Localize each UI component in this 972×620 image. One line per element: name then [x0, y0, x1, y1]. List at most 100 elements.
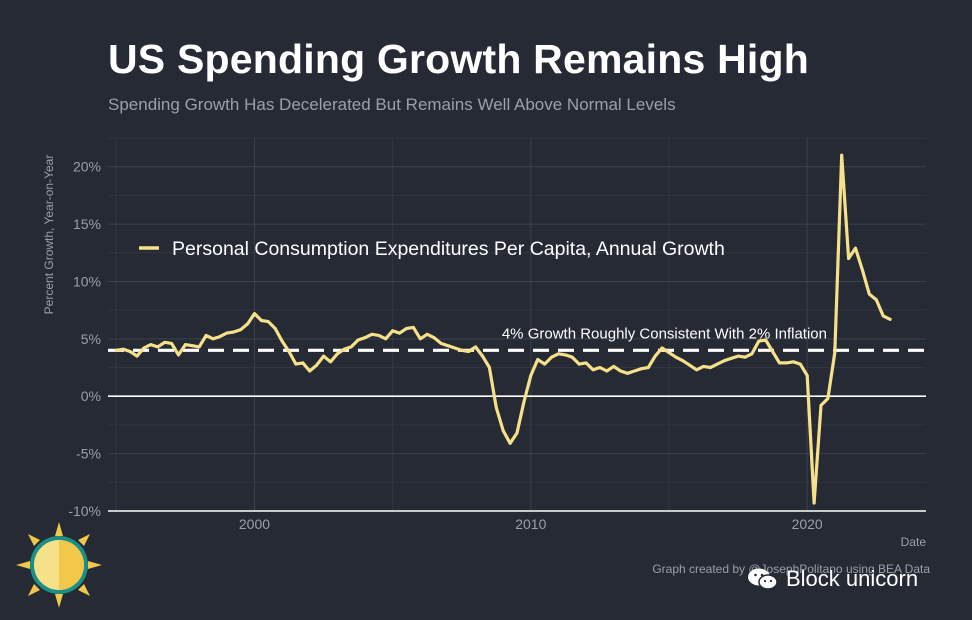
data-point — [218, 335, 222, 338]
data-point — [418, 337, 422, 341]
y-tick-label: 0% — [81, 388, 101, 404]
data-point — [453, 346, 457, 350]
data-points — [114, 153, 892, 505]
data-point — [861, 268, 864, 272]
data-point — [633, 369, 636, 373]
data-point — [190, 344, 194, 348]
source-credit: Graph created by @JosephPolitano using B… — [652, 562, 930, 576]
x-axis-ticks: 2000 2010 2020 — [239, 516, 823, 532]
data-point — [667, 351, 671, 354]
x-tick-label: 2020 — [792, 516, 823, 532]
data-point — [674, 355, 678, 359]
data-point — [114, 348, 118, 352]
legend-label: Personal Consumption Expenditures Per Ca… — [172, 238, 725, 260]
data-point — [771, 350, 774, 353]
y-tick-label: 10% — [73, 273, 101, 289]
data-point — [543, 362, 546, 366]
data-point — [356, 338, 360, 342]
data-point — [653, 354, 657, 358]
data-point — [557, 352, 560, 356]
data-point — [840, 153, 844, 157]
data-point — [888, 317, 892, 321]
data-point — [729, 357, 733, 360]
data-point — [322, 354, 325, 358]
data-point — [170, 342, 174, 345]
data-point — [867, 292, 871, 296]
data-point — [349, 345, 353, 349]
data-point — [121, 347, 125, 351]
data-point — [529, 374, 533, 377]
wechat-icon — [748, 568, 778, 590]
data-point — [812, 501, 816, 505]
data-point — [301, 361, 305, 365]
data-point — [204, 334, 208, 337]
data-point — [515, 431, 519, 435]
data-point — [612, 365, 616, 368]
data-point — [778, 361, 781, 365]
watermark-text: Block unicorn — [786, 566, 919, 591]
data-point — [584, 361, 588, 365]
data-point — [494, 406, 498, 410]
data-point — [128, 350, 132, 353]
data-point — [619, 369, 622, 373]
data-point — [156, 345, 160, 349]
data-point — [681, 359, 685, 363]
data-point — [874, 298, 878, 302]
data-point — [501, 429, 505, 433]
data-point — [716, 362, 719, 366]
data-point — [197, 345, 201, 349]
y-axis-label: Percent Growth, Year-on-Year — [42, 155, 56, 315]
data-point — [598, 366, 602, 369]
data-point — [260, 319, 263, 322]
data-point — [522, 400, 526, 404]
data-point — [591, 368, 595, 372]
y-tick-label: 5% — [81, 331, 101, 347]
data-point — [287, 350, 291, 353]
y-tick-label: -10% — [68, 503, 101, 519]
data-point — [819, 404, 823, 407]
x-tick-label: 2000 — [239, 516, 270, 532]
data-point — [412, 326, 415, 329]
data-point — [363, 336, 367, 340]
x-axis-label: Date — [901, 535, 927, 549]
data-point — [570, 355, 574, 359]
data-point — [149, 343, 153, 346]
data-point — [626, 371, 629, 375]
data-point — [750, 352, 754, 356]
data-point — [854, 246, 857, 250]
y-tick-label: 20% — [73, 159, 101, 175]
data-point — [702, 365, 705, 368]
data-point — [142, 346, 146, 350]
data-point — [398, 331, 401, 335]
data-point — [135, 354, 139, 358]
data-point — [294, 362, 298, 366]
data-point — [660, 346, 664, 350]
data-point — [785, 361, 788, 365]
x-tick-label: 2010 — [515, 516, 546, 532]
data-point — [280, 339, 284, 343]
data-point — [425, 332, 429, 336]
data-point — [757, 339, 761, 343]
data-point — [391, 329, 394, 333]
data-point — [460, 348, 464, 352]
data-point — [881, 314, 885, 318]
data-point — [384, 337, 388, 341]
data-point — [847, 257, 850, 260]
data-point — [336, 352, 339, 356]
data-point — [273, 327, 277, 330]
data-point — [481, 354, 484, 358]
chart-title: US Spending Growth Remains High — [108, 36, 809, 82]
data-point — [225, 331, 229, 335]
data-point — [467, 350, 470, 353]
y-tick-label: 15% — [73, 216, 101, 232]
data-point — [405, 327, 408, 330]
data-point — [232, 330, 236, 334]
grid-minor — [108, 137, 926, 511]
data-point — [646, 366, 650, 369]
data-point — [329, 360, 332, 364]
data-point — [722, 359, 726, 363]
data-point — [536, 358, 540, 361]
data-point — [605, 369, 609, 373]
data-point — [508, 441, 512, 445]
data-point — [163, 340, 167, 344]
